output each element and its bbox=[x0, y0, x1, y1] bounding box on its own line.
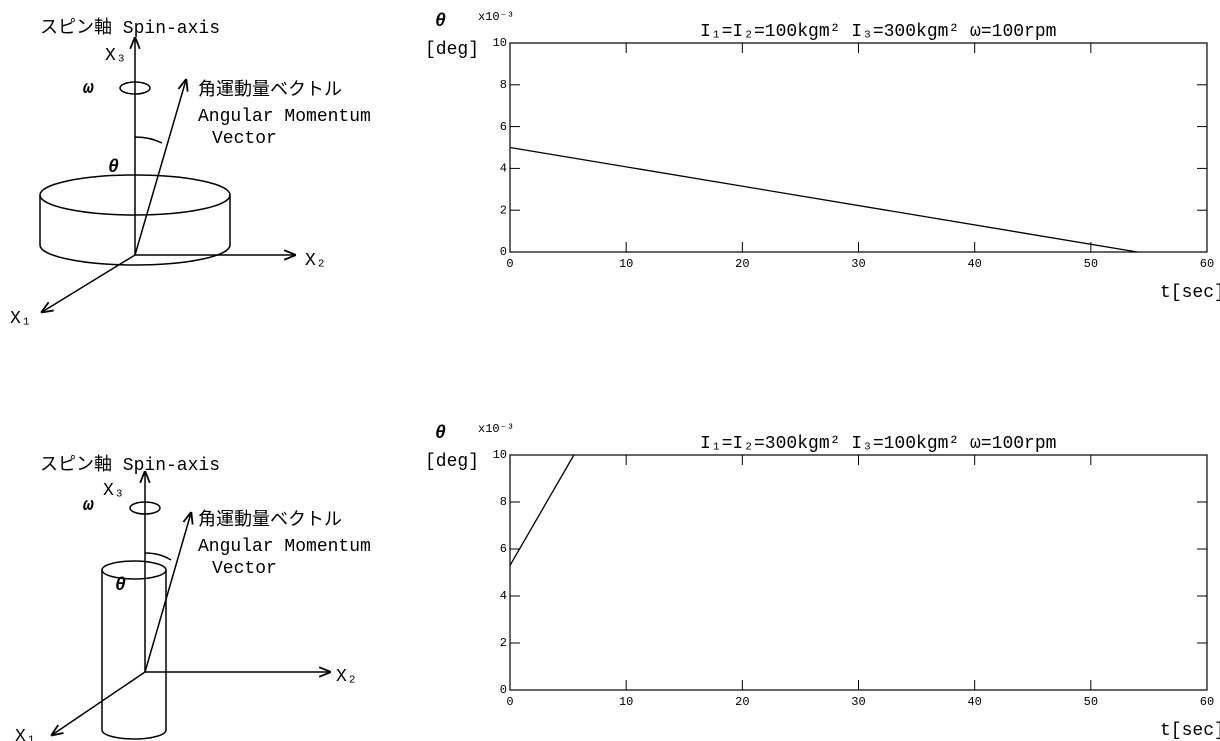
label: Vector bbox=[212, 559, 277, 579]
axis-label: X₃ bbox=[103, 481, 125, 501]
axis-label: X₁ bbox=[10, 309, 32, 329]
y-unit: [deg] bbox=[425, 40, 479, 60]
y-tick-label: 10 bbox=[493, 448, 507, 462]
data-line bbox=[510, 455, 574, 565]
y-tick-label: 0 bbox=[500, 683, 507, 697]
chart-title: I₁=I₂=100kgm² I₃=300kgm² ω=100rpm bbox=[700, 22, 1056, 42]
axis-label: X₁ bbox=[15, 727, 37, 741]
x-tick-label: 10 bbox=[619, 695, 633, 709]
y-scale: x10⁻³ bbox=[478, 422, 514, 436]
y-tick-label: 4 bbox=[500, 589, 507, 603]
y-scale: x10⁻³ bbox=[478, 10, 514, 24]
theta: θ bbox=[115, 576, 126, 596]
x-tick-label: 50 bbox=[1084, 257, 1098, 271]
x-tick-label: 30 bbox=[851, 257, 865, 271]
x-tick-label: 30 bbox=[851, 695, 865, 709]
label: 角運動量ベクトル bbox=[198, 509, 342, 531]
plot-frame bbox=[510, 455, 1207, 690]
diagram: スピン軸 Spin-axis X₃ X₂ X₁ ω θ 角運動量ベクトル Ang… bbox=[10, 17, 371, 329]
x-tick-label: 0 bbox=[506, 695, 513, 709]
data-line bbox=[510, 148, 1137, 253]
x-tick-label: 0 bbox=[506, 257, 513, 271]
diagram-title: スピン軸 Spin-axis bbox=[40, 454, 220, 476]
y-tick-label: 10 bbox=[493, 36, 507, 50]
plot-frame bbox=[510, 43, 1207, 252]
x-tick-label: 20 bbox=[735, 695, 749, 709]
angle-arc bbox=[145, 553, 171, 560]
omega: ω bbox=[83, 496, 94, 516]
y-tick-label: 2 bbox=[500, 203, 507, 217]
x-tick-label: 40 bbox=[967, 695, 981, 709]
y-label: θ bbox=[435, 12, 446, 32]
y-tick-label: 0 bbox=[500, 245, 507, 259]
y-tick-label: 6 bbox=[500, 120, 507, 134]
cylinder bbox=[102, 570, 166, 739]
label: 角運動量ベクトル bbox=[198, 79, 342, 101]
omega: ω bbox=[83, 79, 94, 99]
diagram-title: スピン軸 Spin-axis bbox=[40, 17, 220, 39]
axis bbox=[42, 255, 135, 312]
y-unit: [deg] bbox=[425, 452, 479, 472]
axis-label: X₃ bbox=[105, 46, 127, 66]
axis-label: X₂ bbox=[336, 667, 358, 687]
label: Angular Momentum bbox=[198, 107, 371, 127]
x-tick-label: 60 bbox=[1200, 695, 1214, 709]
figure: スピン軸 Spin-axis X₃ X₂ X₁ ω θ 角運動量ベクトル Ang… bbox=[0, 0, 1220, 741]
x-label: t[sec] bbox=[1160, 721, 1220, 741]
x-tick-label: 20 bbox=[735, 257, 749, 271]
x-tick-label: 10 bbox=[619, 257, 633, 271]
y-tick-label: 8 bbox=[500, 495, 507, 509]
x-tick-label: 60 bbox=[1200, 257, 1214, 271]
y-label: θ bbox=[435, 424, 446, 444]
y-tick-label: 8 bbox=[500, 78, 507, 92]
y-tick-label: 4 bbox=[500, 162, 507, 176]
y-tick-label: 6 bbox=[500, 542, 507, 556]
label: Angular Momentum bbox=[198, 537, 371, 557]
theta: θ bbox=[108, 158, 119, 178]
chart-title: I₁=I₂=300kgm² I₃=100kgm² ω=100rpm bbox=[700, 434, 1056, 454]
label: Vector bbox=[212, 129, 277, 149]
axis-label: X₂ bbox=[305, 251, 327, 271]
diagram: スピン軸 Spin-axis X₃ X₂ X₁ ω θ 角運動量ベクトル Ang… bbox=[15, 454, 371, 741]
angle-arc bbox=[135, 137, 162, 143]
cylinder bbox=[102, 561, 166, 579]
x-tick-label: 50 bbox=[1084, 695, 1098, 709]
x-tick-label: 40 bbox=[967, 257, 981, 271]
axis bbox=[52, 672, 145, 735]
vector bbox=[135, 80, 186, 255]
x-label: t[sec] bbox=[1160, 283, 1220, 303]
vector bbox=[145, 513, 191, 672]
y-tick-label: 2 bbox=[500, 636, 507, 650]
